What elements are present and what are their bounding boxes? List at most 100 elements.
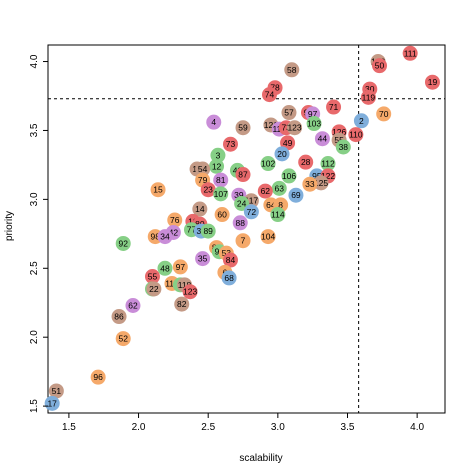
data-point: 92: [115, 235, 131, 251]
point-marker: [213, 172, 229, 188]
data-point: 35: [195, 251, 211, 267]
point-marker: [167, 212, 183, 228]
point-marker: [192, 201, 208, 217]
x-tick-label: 3.0: [271, 422, 285, 433]
point-marker: [44, 395, 60, 411]
point-label: 62: [261, 186, 271, 196]
point-marker: [200, 182, 216, 198]
data-point: 87: [235, 167, 251, 183]
point-label: 78: [270, 83, 280, 93]
point-label: 52: [118, 334, 128, 344]
data-point: 22: [146, 281, 162, 297]
point-marker: [260, 229, 276, 245]
x-tick-label: 2.0: [132, 422, 146, 433]
data-point: 54: [195, 161, 211, 177]
data-point: 44: [314, 131, 330, 147]
point-label: 24: [237, 199, 247, 209]
point-label: 7: [241, 236, 246, 246]
data-point: 73: [222, 136, 238, 152]
point-marker: [271, 180, 287, 196]
data-point: 4: [206, 114, 222, 130]
data-point: 58: [284, 62, 300, 78]
point-label: 42: [169, 227, 179, 237]
data-point: 104: [260, 229, 276, 245]
point-marker: [424, 74, 440, 90]
point-marker: [281, 168, 297, 184]
point-label: 63: [275, 183, 285, 193]
data-point: 60: [214, 207, 230, 223]
data-point: 72: [243, 204, 259, 220]
data-point: 3: [210, 147, 226, 163]
point-marker: [376, 106, 392, 122]
point-marker: [243, 204, 259, 220]
data-point: 63: [271, 180, 287, 196]
point-marker: [234, 196, 250, 212]
point-marker: [125, 297, 141, 313]
point-label: 50: [375, 61, 385, 71]
point-label: 72: [247, 207, 257, 217]
point-marker: [214, 207, 230, 223]
point-label: 38: [339, 142, 349, 152]
point-marker: [353, 113, 369, 129]
point-label: 73: [226, 139, 236, 149]
point-marker: [326, 99, 342, 115]
data-point: 103: [306, 116, 322, 132]
x-axis-title: scalability: [239, 453, 282, 464]
point-label: 55: [334, 135, 344, 145]
data-point: 70: [376, 106, 392, 122]
x-tick-label: 3.5: [341, 422, 355, 433]
point-marker: [182, 284, 198, 300]
data-point: 34: [157, 229, 173, 245]
point-label: 12: [212, 161, 222, 171]
point-marker: [48, 383, 64, 399]
point-label: 97: [176, 262, 186, 272]
y-tick-label: 2.0: [29, 330, 40, 344]
point-label: 111: [404, 48, 417, 58]
point-label: 58: [287, 65, 297, 75]
point-marker: [287, 120, 303, 136]
data-point: 107: [213, 186, 229, 202]
point-label: 33: [305, 179, 315, 189]
point-label: 54: [198, 164, 208, 174]
point-marker: [206, 114, 222, 130]
point-label: 97: [308, 109, 318, 119]
data-point: 81: [213, 172, 229, 188]
point-marker: [261, 87, 277, 103]
point-label: 3: [216, 150, 221, 160]
data-point: 23: [200, 182, 216, 198]
point-label: 20: [277, 149, 287, 159]
point-label: 123: [183, 287, 197, 297]
data-point: 119: [360, 89, 376, 105]
point-marker: [90, 369, 106, 385]
data-point: 112: [320, 156, 336, 172]
point-marker: [281, 105, 297, 121]
data-point: 96: [90, 369, 106, 385]
point-marker: [335, 139, 351, 155]
point-label: 103: [307, 119, 321, 129]
point-label: 8: [278, 200, 283, 210]
point-label: 121: [264, 120, 278, 130]
data-point: 89: [200, 223, 216, 239]
point-label: 86: [114, 312, 124, 322]
point-marker: [274, 146, 290, 162]
data-point: 2: [353, 113, 369, 129]
data-point: 68: [221, 270, 237, 286]
data-point: 74: [261, 87, 277, 103]
point-marker: [195, 161, 211, 177]
x-tick-label: 2.5: [201, 422, 215, 433]
point-label: 126: [332, 127, 346, 137]
point-label: 62: [128, 300, 138, 310]
data-point: 69: [288, 187, 304, 203]
point-marker: [280, 135, 296, 151]
point-marker: [314, 131, 330, 147]
y-tick-label: 4.0: [29, 54, 40, 68]
data-point: 12: [209, 158, 225, 174]
data-point: 50: [372, 58, 388, 74]
point-marker: [257, 183, 273, 199]
data-point: 102: [260, 156, 276, 172]
point-label: 14: [195, 204, 205, 214]
point-label: 110: [349, 130, 363, 140]
data-point: 49: [280, 135, 296, 151]
point-marker: [288, 187, 304, 203]
data-point: 24: [234, 196, 250, 212]
